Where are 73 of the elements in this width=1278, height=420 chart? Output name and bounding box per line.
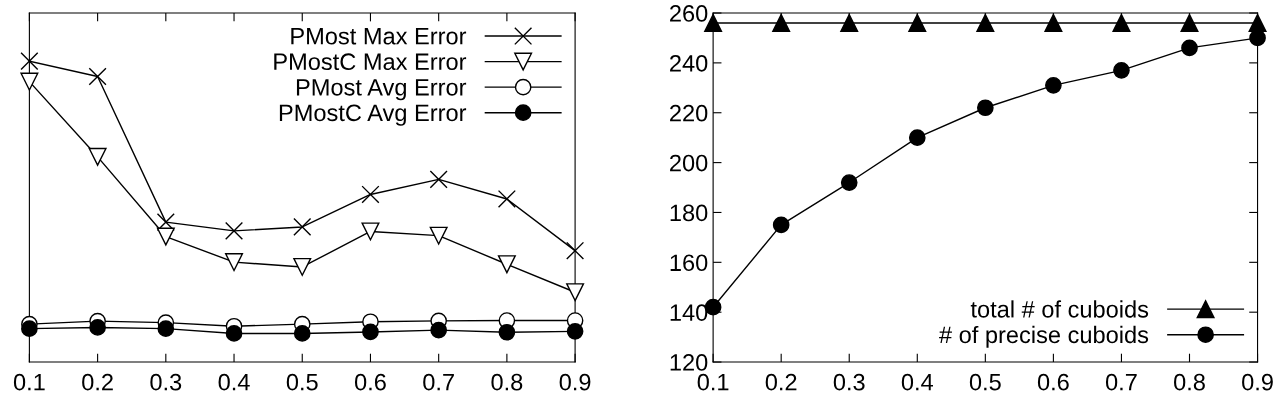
point	[566, 283, 585, 302]
x-tick-label: 0.4	[901, 373, 934, 391]
y-tick-label: 220	[670, 104, 708, 122]
y-tick-label: 200	[670, 154, 708, 172]
x-tick-label: 0.9	[1242, 373, 1273, 391]
point	[225, 253, 244, 272]
point	[1112, 13, 1131, 33]
point	[293, 217, 312, 236]
legend-label: PMostC Max Error	[274, 53, 467, 71]
x-tick-label: 0.6	[354, 373, 386, 391]
point	[772, 216, 790, 234]
x-tick-label: 0.9	[559, 373, 591, 391]
point	[1044, 13, 1063, 33]
point	[88, 147, 107, 166]
point	[88, 67, 107, 86]
point	[361, 185, 380, 204]
y-tick-label: 140	[670, 304, 708, 321]
point	[362, 323, 379, 341]
point	[89, 319, 106, 336]
point	[976, 13, 995, 33]
x-tick-label: 0.6	[1037, 373, 1069, 391]
point	[21, 320, 38, 337]
x-tick-label: 0.7	[1105, 373, 1137, 391]
legend-label: PMost Max Error	[291, 28, 467, 45]
point	[498, 323, 516, 341]
point	[977, 99, 994, 117]
y-tick-label: 240	[670, 54, 708, 72]
x-tick-label: 0.8	[491, 373, 523, 391]
point	[157, 320, 175, 337]
point	[156, 227, 175, 246]
y-tick-label: 180	[670, 204, 708, 222]
x-tick-label: 0.4	[218, 373, 250, 391]
point	[20, 72, 39, 91]
point	[1113, 62, 1130, 79]
x-tick-label: 0.1	[13, 373, 45, 391]
y-tick-label: 120	[670, 354, 708, 371]
point	[430, 321, 448, 339]
point	[1180, 13, 1199, 33]
x-tick-label: 0.5	[286, 373, 318, 391]
point	[497, 255, 516, 274]
y-tick-label: 160	[670, 254, 708, 272]
point	[429, 170, 448, 189]
point	[361, 222, 380, 241]
point	[20, 52, 39, 71]
point	[908, 13, 927, 33]
point	[1181, 39, 1198, 57]
x-tick-label: 0.2	[82, 373, 113, 391]
point	[429, 226, 448, 245]
point	[840, 13, 859, 33]
point	[293, 257, 312, 276]
point	[840, 174, 858, 191]
point	[566, 323, 584, 340]
point	[566, 241, 585, 260]
legend-label: PMost Avg Error	[296, 79, 467, 101]
point	[225, 221, 244, 240]
point	[497, 189, 516, 208]
point	[1248, 13, 1267, 33]
point	[908, 129, 926, 147]
x-tick-label: 0.2	[765, 373, 797, 391]
point	[772, 13, 791, 33]
x-tick-label: 0.7	[423, 373, 454, 391]
point	[1045, 76, 1062, 94]
legend-label: PMostC Avg Error	[279, 104, 467, 126]
point	[225, 325, 243, 342]
legend-label: total # of cuboids	[970, 300, 1149, 318]
x-tick-label: 0.3	[833, 373, 865, 391]
legend-label: # of precise cuboids	[939, 325, 1149, 348]
x-tick-label: 0.5	[969, 373, 1001, 391]
x-tick-label: 0.3	[150, 373, 182, 391]
y-tick-label: 260	[670, 5, 708, 22]
point	[293, 325, 311, 342]
x-tick-label: 0.8	[1174, 373, 1205, 391]
x-tick-label: 0.1	[697, 373, 729, 391]
